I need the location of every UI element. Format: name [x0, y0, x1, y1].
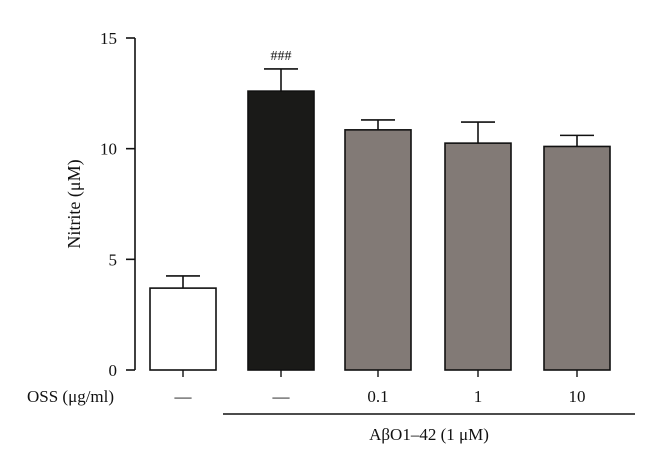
y-axis-title: Nitrite (μM) — [64, 159, 85, 248]
y-tick-label: 10 — [100, 140, 117, 159]
bar — [444, 142, 512, 371]
y-tick-label: 15 — [100, 29, 117, 48]
category-label: 1 — [474, 387, 483, 406]
y-tick-label: 5 — [109, 250, 118, 269]
bar — [149, 287, 217, 371]
bar — [543, 145, 611, 371]
bar — [247, 90, 315, 371]
labels: — ### — 0.1 1 10 OSS (μg/ml) AβO1–42 (1 μM) — [27, 49, 586, 444]
category-label: — — [174, 387, 193, 406]
bars — [149, 68, 611, 371]
category-label: — — [272, 387, 291, 406]
group-label: AβO1–42 (1 μM) — [369, 425, 489, 444]
category-label: 10 — [569, 387, 586, 406]
x-row-label: OSS (μg/ml) — [27, 387, 114, 406]
bar — [344, 129, 412, 371]
significance-annotation: ### — [271, 49, 292, 64]
y-tick-label: 0 — [109, 361, 118, 380]
axes: 0 5 10 15 Nitrite (μM) — [64, 29, 635, 415]
category-label: 0.1 — [367, 387, 388, 406]
